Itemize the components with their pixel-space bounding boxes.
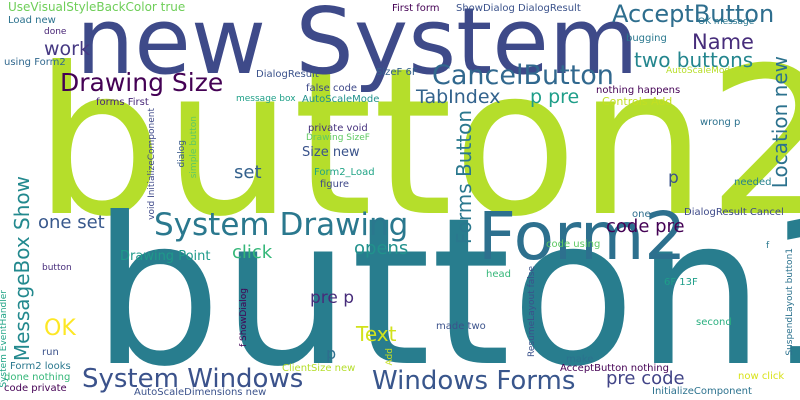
word-button1: button1 [92, 175, 800, 400]
word-dialogresult-cancel: DialogResult Cancel [684, 207, 784, 218]
word-wrong-p: wrong p [700, 117, 741, 128]
word-second: second [696, 317, 732, 328]
word-add: Add [385, 348, 395, 366]
word-acceptbutton: AcceptButton [612, 0, 775, 28]
word-pre-code: pre code [606, 368, 685, 389]
word-drawing-size: Drawing Size [60, 68, 224, 97]
word-simple-button: simple button [189, 116, 199, 179]
word-run: run [42, 347, 59, 358]
word-nothing-happens: nothing happens [596, 85, 681, 96]
word-6f-13f: 6F 13F [664, 277, 698, 288]
word-showdialog-dr: ShowDialog DialogResult [456, 3, 581, 14]
word-system-eventhandler: System EventHandler [0, 290, 9, 388]
word-set: set [234, 162, 262, 183]
word-message-box: message box [236, 94, 296, 104]
word-ok: OK [44, 316, 76, 341]
word-opens: opens [354, 238, 409, 259]
word-bugging: bugging [626, 33, 667, 44]
word-button2: button2 [34, 25, 800, 262]
word-usevisualstyle: UseVisualStyleBackColor true [8, 0, 186, 14]
word-ok-message: OK message [698, 17, 755, 27]
word-code-pre: code pre [606, 216, 685, 237]
word-autoscalemode: AutoScaleMode [302, 94, 380, 105]
word-make: make [566, 354, 594, 365]
word-done: done [44, 27, 67, 37]
word-private-void: private void [308, 123, 368, 134]
word-acceptbutton-nothing: AcceptButton nothing [560, 363, 669, 374]
word-windows-forms: Windows Forms [372, 366, 576, 396]
word-system-drawing: System Drawing [154, 207, 409, 243]
word-made-two: made two [436, 321, 486, 332]
word-click: click [232, 242, 273, 263]
word-form2-load: Form2_Load [314, 167, 375, 178]
word-f-showdialog: f ShowDialog [239, 288, 249, 347]
word-cancelbutton: CancelButton [432, 60, 614, 91]
word-form2: Form2 [478, 198, 687, 275]
word-forms-first: forms First [96, 97, 149, 108]
word-name: Name [692, 30, 754, 54]
word-using-form2: using Form2 [4, 57, 66, 68]
word-dialog: dialog [177, 140, 187, 168]
word-f: f [766, 241, 770, 251]
word-code-private: code private [4, 383, 67, 394]
word-done-nothing: done nothing [4, 372, 71, 383]
word-work: work [44, 38, 90, 60]
word-first-form: First form [392, 3, 440, 14]
word-system-windows: System Windows [82, 364, 304, 394]
word-drawing-sizef: Drawing SizeF [306, 133, 370, 143]
word-drawing-point: Drawing Point [120, 249, 211, 264]
word-sizef-6f: SizeF 6F [376, 67, 418, 78]
word-resumelayout: ResumeLayout false [527, 266, 537, 357]
word-p-pre-top: p pre [530, 86, 580, 108]
word-head: head [486, 269, 511, 280]
word-dialogresult: DialogResult [256, 69, 319, 80]
word-new-system: new System [76, 0, 639, 95]
word-two-buttons: two buttons [634, 48, 754, 72]
word-location-new: Location new [768, 56, 792, 189]
word-autoscalemode-font: AutoScaleMode Font [666, 66, 759, 76]
word-initializecomponent: InitializeComponent [652, 386, 752, 397]
word-one-set: one set [38, 212, 105, 233]
word-needed: needed [734, 177, 772, 188]
word-form2-looks: Form2 looks [10, 361, 71, 372]
word-one: one [632, 209, 651, 220]
word-button-small: button [42, 263, 72, 273]
word-false-code: false code [306, 83, 358, 94]
word-text: Text [356, 322, 397, 346]
word-messagebox-show: MessageBox Show [10, 176, 34, 362]
word-load-new: Load new [8, 15, 56, 26]
word-clientsize-new: ClientSize new [282, 363, 356, 374]
word-controls-add: Controls Add [602, 95, 673, 108]
word-now-click: now click [738, 371, 785, 382]
word-tabindex: TabIndex [416, 86, 501, 108]
word-size-new: Size new [302, 145, 360, 160]
word-pre-p: pre p [310, 288, 355, 308]
word-suspendlayout: SuspendLayout button1 [785, 248, 795, 356]
word-void-initialize: void InitializeComponent [147, 108, 157, 220]
word-figure: figure [320, 179, 350, 190]
word-autoscaledimensions: AutoScaleDimensions new [134, 387, 267, 398]
word-p-right: p [668, 168, 679, 188]
word-forms-button: Forms Button [452, 110, 476, 245]
word-code-using: code using [546, 239, 601, 250]
word-p-mid: p [326, 344, 337, 363]
